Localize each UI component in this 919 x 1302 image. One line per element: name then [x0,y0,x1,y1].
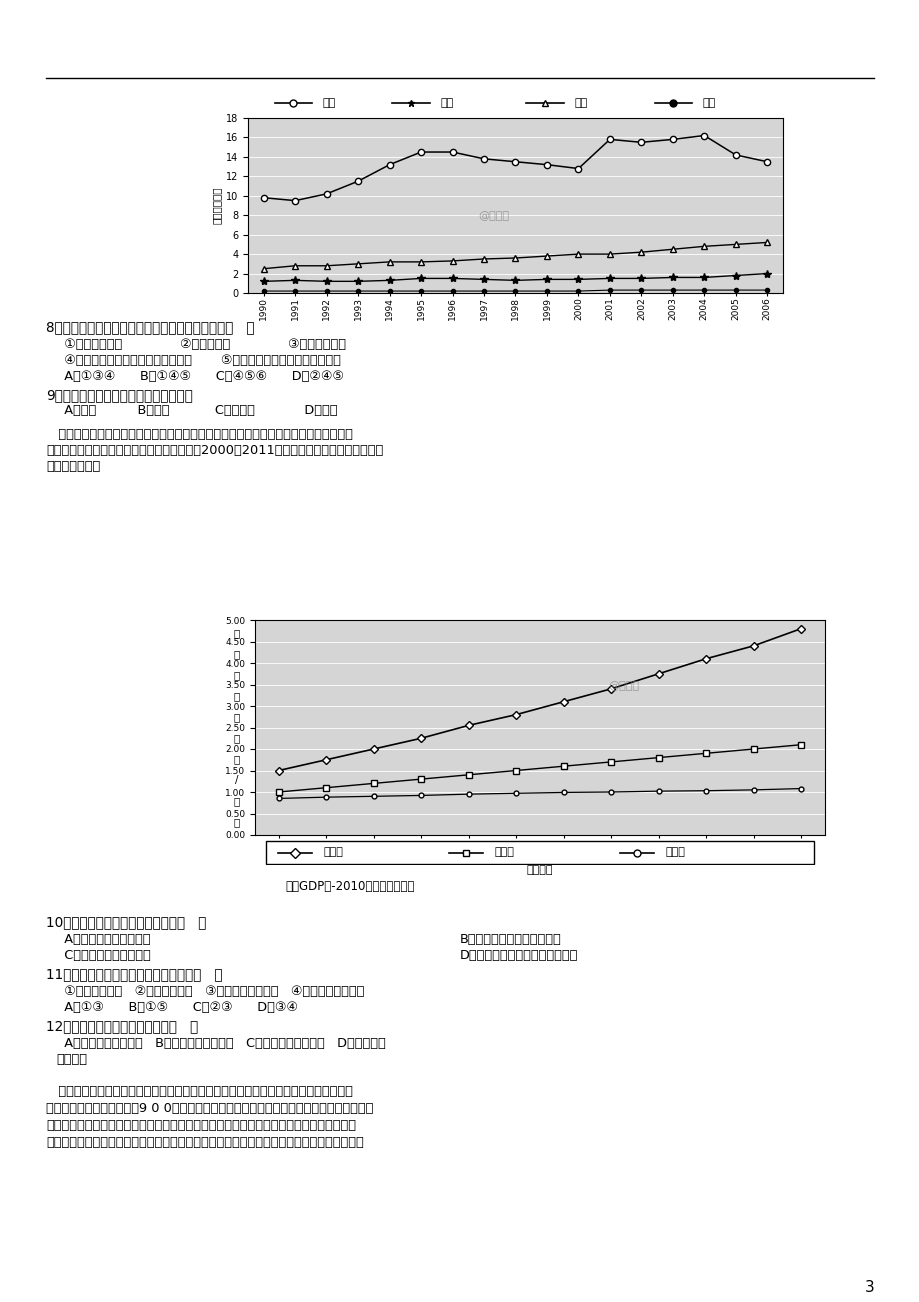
Text: 四川: 四川 [440,98,453,108]
Text: 碳生产率是指一定时期内一个国家（地区）国内生产总会总量与同期二氧化碳排放量之: 碳生产率是指一定时期内一个国家（地区）国内生产总会总量与同期二氧化碳排放量之 [46,428,353,441]
Text: 万: 万 [233,733,240,743]
X-axis label: （年份）: （年份） [527,865,552,875]
Text: 比，反映了单位碳排放所产生的经济效益。读2000～2011年京津冀碳生产率变化趋势图。: 比，反映了单位碳排放所产生的经济效益。读2000～2011年京津冀碳生产率变化趋… [46,444,383,457]
Text: A．①③④      B．①④⑤      C．④⑤⑥      D．②④⑤: A．①③④ B．①④⑤ C．④⑤⑥ D．②④⑤ [56,370,344,383]
Text: 陋是古代一种水利工程，木兰陋位于福建菆田木兰山下，木兰溪与兴化湾海潮汇流处，: 陋是古代一种水利工程，木兰陋位于福建菆田木兰山下，木兰溪与兴化湾海潮汇流处， [46,1085,353,1098]
Text: ①产业结构单一              ②经济较发达              ③生态环境脆弱: ①产业结构单一 ②经济较发达 ③生态环境脆弱 [56,339,346,352]
Text: @正确云: @正确云 [607,681,639,691]
Text: 注：GDP以‐2010年不变价折算。: 注：GDP以‐2010年不变价折算。 [285,880,414,893]
Text: B．天津的碳生产率逐年增长: B．天津的碳生产率逐年增长 [460,934,562,947]
Text: ）: ） [233,816,240,827]
Text: /: / [235,775,239,785]
Text: （: （ [233,712,240,723]
Text: 碳: 碳 [233,628,240,638]
Text: 河北省: 河北省 [664,848,685,858]
Text: D．北京的年均碳生产率增速最快: D．北京的年均碳生产率增速最快 [460,949,578,962]
Y-axis label: 资源诅咋系数: 资源诅咋系数 [211,186,221,224]
Text: 完成下列各题。: 完成下列各题。 [46,460,100,473]
Text: 8．山西省资源诅咋系数居高不下，可能的原因有（   ）: 8．山西省资源诅咋系数居高不下，可能的原因有（ ） [46,320,255,335]
Text: ④人均资源占有量高，资源浪费严重       ⑤吸引外资能力弱，经济发展缓慢: ④人均资源占有量高，资源浪费严重 ⑤吸引外资能力弱，经济发展缓慢 [56,354,341,367]
Text: A．河北的能源利用率高: A．河北的能源利用率高 [56,934,151,947]
Text: ①控制人口规模   ②提高科技水平   ③改变能源消费结构   ④承接京津产业转移: ①控制人口规模 ②提高科技水平 ③改变能源消费结构 ④承接京津产业转移 [56,986,364,999]
Text: 3: 3 [864,1280,874,1295]
Text: 9．推测下列省区资源诅咋系数最低的是: 9．推测下列省区资源诅咋系数最低的是 [46,388,193,402]
Text: A．①③      B．①⑤      C．②③      D．③④: A．①③ B．①⑤ C．②③ D．③④ [56,1001,298,1014]
Text: 吨: 吨 [233,796,240,806]
Text: 产: 产 [233,671,240,680]
Text: 率: 率 [233,691,240,700]
Text: 是木兰陋的主体工程，块上设水闸，可按需求提闸、落闸，配套部分为输水沟渠和海堤。木: 是木兰陋的主体工程，块上设水闸，可按需求提闸、落闸，配套部分为输水沟渠和海堤。木 [46,1118,356,1131]
FancyBboxPatch shape [267,841,812,863]
Text: 12．天津市大力提高碳生产率能（   ）: 12．天津市大力提高碳生产率能（ ） [46,1019,198,1032]
Text: A．上海          B．贵州           C．内蒙古            D．青海: A．上海 B．贵州 C．内蒙古 D．青海 [56,404,337,417]
Text: 北京市: 北京市 [323,848,343,858]
Text: 新疆: 新疆 [573,98,587,108]
Text: 是世界灌溉工程遗产，已有9 0 0多年的历史，至今仍保存完整，并发挥着水利作用。拦河块: 是世界灌溉工程遗产，已有9 0 0多年的历史，至今仍保存完整，并发挥着水利作用。… [46,1101,373,1115]
Text: A．减轻城市交通拥堵   B．加强城市热岛效应   C．减少酸雨发生频率   D．提高企业: A．减轻城市交通拥堵 B．加强城市热岛效应 C．减少酸雨发生频率 D．提高企业 [56,1036,385,1049]
Text: C．北京的碳排放量最多: C．北京的碳排放量最多 [56,949,151,962]
Text: 元: 元 [233,754,240,764]
Text: 广东: 广东 [323,98,335,108]
Text: 11．提高河北省碳生产率的有效措施是（   ）: 11．提高河北省碳生产率的有效措施是（ ） [46,967,222,980]
Text: 竞争能力: 竞争能力 [56,1053,87,1066]
Text: 兰陋建成前，木兰溪下游平原受溪洪和海潮之患，一片荒原，木兰陋建成后才成为鱼米之乡。: 兰陋建成前，木兰溪下游平原受溪洪和海潮之患，一片荒原，木兰陋建成后才成为鱼米之乡… [46,1137,363,1148]
Text: 生: 生 [233,648,240,659]
Text: @正确云: @正确云 [478,211,508,221]
Text: 山西: 山西 [702,98,715,108]
Text: 10．关于三省市的说法，正确的是（   ）: 10．关于三省市的说法，正确的是（ ） [46,915,206,930]
Text: 天津市: 天津市 [494,848,514,858]
